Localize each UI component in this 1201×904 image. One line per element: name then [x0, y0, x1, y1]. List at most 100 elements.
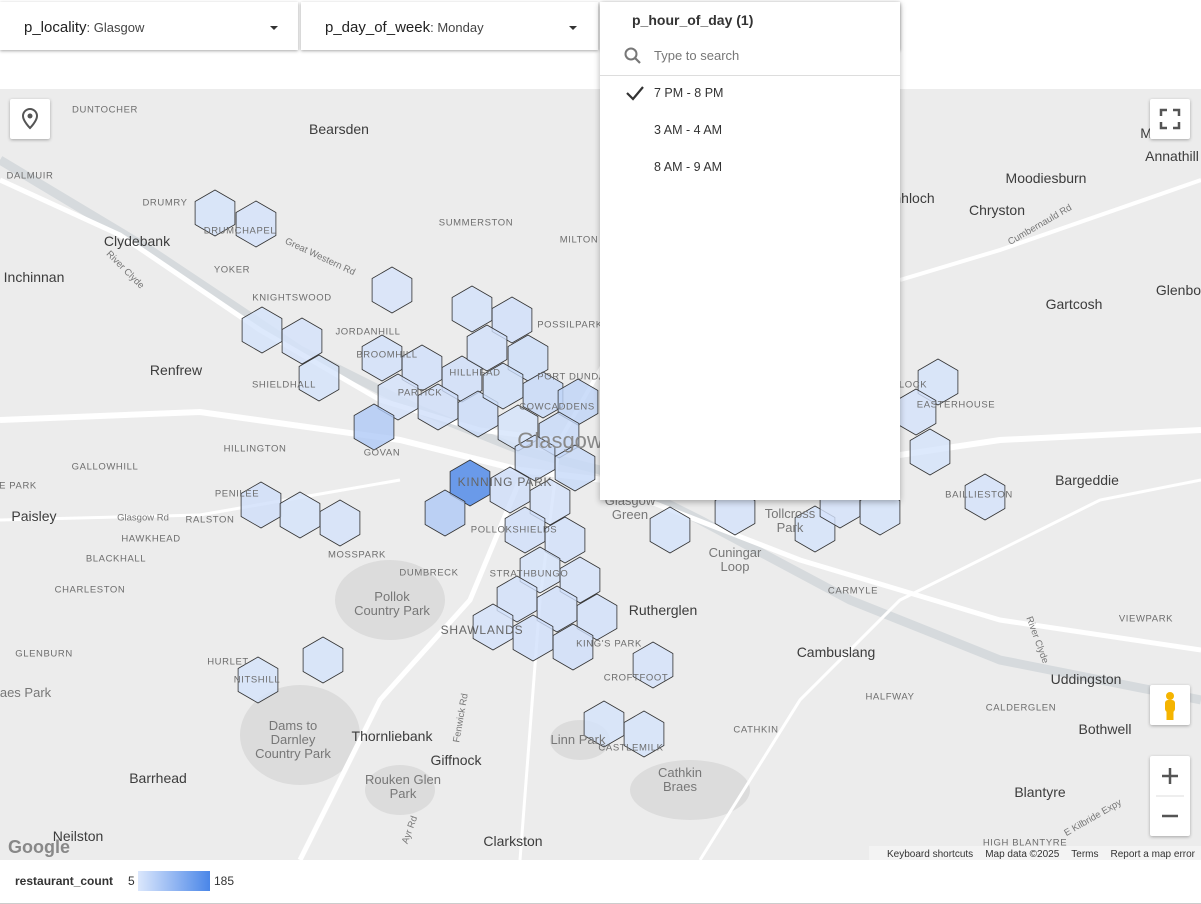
hexagon [529, 478, 571, 526]
map-label: SHAWLANDS [440, 623, 524, 637]
hexagon [451, 285, 493, 333]
attribution-link[interactable]: Terms [1071, 849, 1099, 860]
map-label: Cambuslang [796, 644, 876, 660]
map-label: CROFTFOOT [603, 672, 669, 684]
road [619, 487, 1201, 653]
hexagon [472, 603, 514, 651]
hexagon [319, 499, 361, 547]
dropdown-option[interactable]: 7 PM - 8 PM [654, 86, 724, 100]
map-label: Clarkston [483, 833, 543, 849]
pegman-icon [1165, 692, 1175, 720]
map-label: Annathill [1145, 148, 1199, 164]
map-label: Chryston [968, 202, 1026, 218]
map-label: Tollcross Park [764, 506, 816, 535]
divider [600, 75, 900, 76]
map-label: EASTERHOUSE [916, 399, 996, 411]
legend-max: 185 [214, 874, 235, 888]
fullscreen-icon [1159, 108, 1181, 130]
zoom-controls [1150, 756, 1190, 836]
map-label: KNIGHTSWOOD [252, 292, 332, 304]
attribution-link[interactable]: Keyboard shortcuts [887, 849, 974, 860]
dropdown-option[interactable]: 3 AM - 4 AM [654, 123, 723, 137]
map-label: YOKER [213, 264, 251, 276]
road [297, 479, 523, 860]
hexagon [554, 444, 596, 492]
map-label: POLLOKSHIELDS [470, 524, 558, 536]
map-label: E PARK [0, 480, 37, 492]
caret [569, 26, 577, 30]
hexagon [496, 575, 538, 623]
map-label: Blantyre [1014, 784, 1066, 800]
filter-day[interactable]: p_day_of_weekMonday [301, 2, 598, 50]
map-label: Dams to Darnley Country Park [255, 718, 331, 761]
caret [270, 26, 278, 30]
map-label: CARMYLE [827, 585, 879, 597]
filter-value: Monday [430, 20, 483, 35]
hexagon [522, 371, 564, 419]
map-label: GOVAN [363, 447, 401, 459]
map-label: DRUMRY [142, 197, 188, 209]
hexagon [466, 324, 508, 372]
map-label: HALFWAY [865, 691, 915, 703]
locate-button[interactable] [10, 99, 50, 139]
map-label: PORT DUNDAS [537, 371, 613, 383]
hexagon [649, 506, 691, 554]
map-label: Renfrew [149, 362, 203, 378]
pegman-button[interactable] [1150, 685, 1190, 725]
map-label: LOCK [898, 379, 928, 391]
attribution-link[interactable]: Report a map error [1110, 849, 1195, 860]
map-label: Rutherglen [628, 602, 698, 618]
search-placeholder[interactable]: Type to search [654, 48, 740, 63]
hexagon [623, 710, 665, 758]
filter-label: p_day_of_week [325, 19, 431, 36]
map-label: RALSTON [185, 514, 235, 526]
hexagon [298, 354, 340, 402]
road [0, 478, 401, 522]
filter-locality[interactable]: p_localityGlasgow [0, 2, 298, 50]
park [240, 685, 360, 785]
search-icon [624, 47, 641, 64]
map-label: MOSSPARK [328, 549, 386, 561]
hexagon [552, 623, 594, 671]
map-label: nhloch [893, 190, 935, 206]
map-label: GLENBURN [15, 648, 73, 660]
hexagon [859, 488, 901, 536]
filter-label: p_locality [24, 19, 87, 36]
hexagon [576, 593, 618, 641]
hexagon [235, 200, 277, 248]
legend: restaurant_count 5 185 [0, 860, 1201, 904]
map-label: Gartcosh [1045, 296, 1103, 312]
hexagon [371, 266, 413, 314]
map-label: Thornliebank [351, 728, 433, 744]
map-label: POSSILPARK [537, 319, 603, 331]
map-label: JORDANHILL [335, 326, 401, 338]
attribution-link[interactable]: Map data ©2025 [985, 849, 1060, 860]
map-label: PARTICK [397, 387, 443, 399]
zoom-icons[interactable] [1150, 756, 1190, 836]
map-label: SHIELDHALL [251, 379, 317, 391]
hexagon [964, 473, 1006, 521]
hexagon [353, 403, 395, 451]
fullscreen-button[interactable] [1150, 99, 1190, 139]
hexagon [917, 358, 959, 406]
dropdown-title: p_hour_of_day (1) [632, 12, 754, 28]
hexagon [194, 189, 236, 237]
map-label: HURLET [207, 656, 249, 668]
hexagon [504, 506, 546, 554]
map-label: KING'S PARK [576, 638, 642, 650]
map-label: KINNING PARK [457, 475, 553, 489]
road [899, 178, 1201, 282]
map-label: CATHKIN [733, 724, 779, 736]
hexagon [519, 546, 561, 594]
legend-min: 5 [128, 874, 135, 888]
hexagon [377, 373, 419, 421]
map-label: COWCADDENS [519, 401, 595, 413]
map-label: Bargeddie [1055, 472, 1119, 488]
map-label: Uddingston [1050, 671, 1122, 687]
map-label: Rouken Glen Park [365, 772, 441, 801]
dropdown-option[interactable]: 8 AM - 9 AM [654, 160, 723, 174]
hexagon [237, 656, 279, 704]
map-label: Braes Park [0, 685, 52, 700]
map-label: BAILLIESTON [945, 489, 1013, 501]
